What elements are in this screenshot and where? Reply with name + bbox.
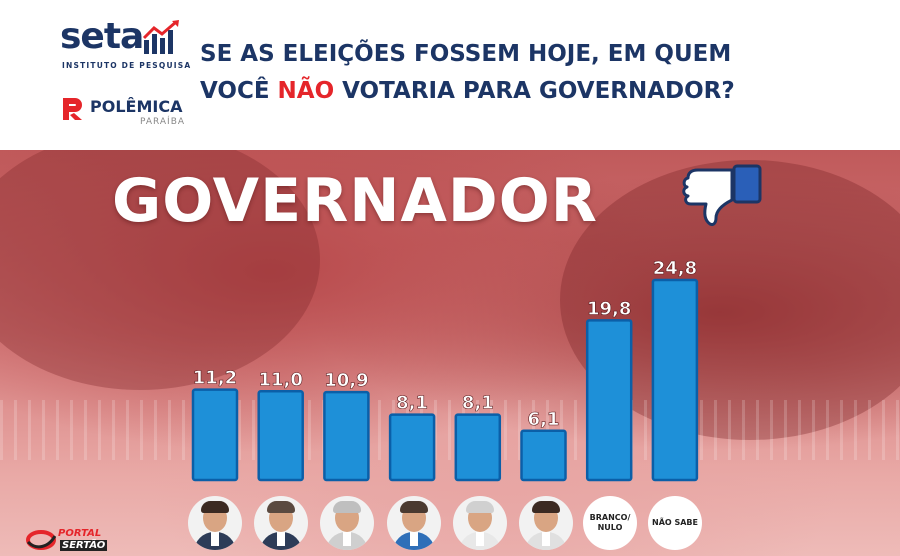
thumbs-down-icon	[682, 164, 762, 226]
seta-subtitle: INSTITUTO DE PESQUISA	[62, 61, 192, 70]
bar-chart-logo-icon	[142, 20, 179, 54]
sertao-word: SERTÃO	[60, 540, 108, 551]
label-branco-nulo: BRANCO/NULO	[583, 496, 637, 550]
polemica-subtitle: PARAÍBA	[140, 117, 186, 127]
question-line-1: SE AS ELEIÇÕES FOSSEM HOJE, EM QUEM	[200, 41, 732, 67]
bar-value-label-3: 10,9	[324, 370, 368, 391]
candidate-photo-3	[320, 496, 374, 550]
bar-7	[585, 319, 633, 482]
branco-line-2: NULO	[597, 523, 623, 532]
seta-brand: seta	[60, 16, 144, 57]
bar-value-label-7: 19,8	[587, 298, 631, 319]
header: seta INSTITUTO DE PESQUISA POLÊMICA PARA…	[0, 0, 900, 150]
bar-5	[454, 413, 502, 482]
background-photo	[0, 150, 900, 556]
candidate-photo-1	[188, 496, 242, 550]
background-tree	[0, 150, 320, 390]
bar-value-label-1: 11,2	[193, 368, 237, 389]
section-title: GOVERNADOR	[112, 166, 598, 236]
polemica-mark-icon	[63, 98, 82, 120]
background-fence	[0, 400, 900, 460]
candidate-photo-4	[387, 496, 441, 550]
question-line-2b: VOTARIA PARA GOVERNADOR?	[334, 78, 735, 104]
bar-8	[651, 278, 699, 482]
swoosh-icon	[26, 530, 56, 550]
bar-6	[520, 429, 567, 482]
question-title: SE AS ELEIÇÕES FOSSEM HOJE, EM QUEM VOCÊ…	[200, 36, 860, 110]
portal-word: PORTAL	[58, 528, 102, 539]
polemica-logo: POLÊMICA PARAÍBA	[60, 94, 190, 134]
bar-value-label-5: 8,1	[462, 393, 494, 414]
question-highlight: NÃO	[277, 78, 335, 104]
candidate-photo-2	[254, 496, 308, 550]
bar-value-label-4: 8,1	[396, 393, 428, 414]
portal-sertao-logo: PORTAL SERTÃO	[26, 528, 136, 554]
bar-1	[191, 388, 239, 482]
bar-value-label-2: 11,0	[258, 369, 302, 390]
bar-2	[257, 390, 304, 482]
polemica-brand: POLÊMICA	[90, 97, 183, 116]
candidate-photos: BRANCO/NULO NÃO SABE	[0, 496, 900, 550]
nao-sabe-text: NÃO SABE	[652, 518, 698, 527]
label-nao-sabe: NÃO SABE	[648, 496, 702, 550]
seta-logo: seta INSTITUTO DE PESQUISA	[60, 14, 190, 72]
bar-value-label-6: 6,1	[528, 409, 560, 430]
candidate-photo-6	[519, 496, 573, 550]
question-line-2a: VOCÊ	[200, 78, 278, 104]
bar-4	[388, 413, 436, 482]
bar-3	[323, 390, 370, 482]
branco-line-1: BRANCO/	[589, 513, 631, 522]
bar-value-label-8: 24,8	[653, 258, 697, 279]
candidate-photo-5	[453, 496, 507, 550]
